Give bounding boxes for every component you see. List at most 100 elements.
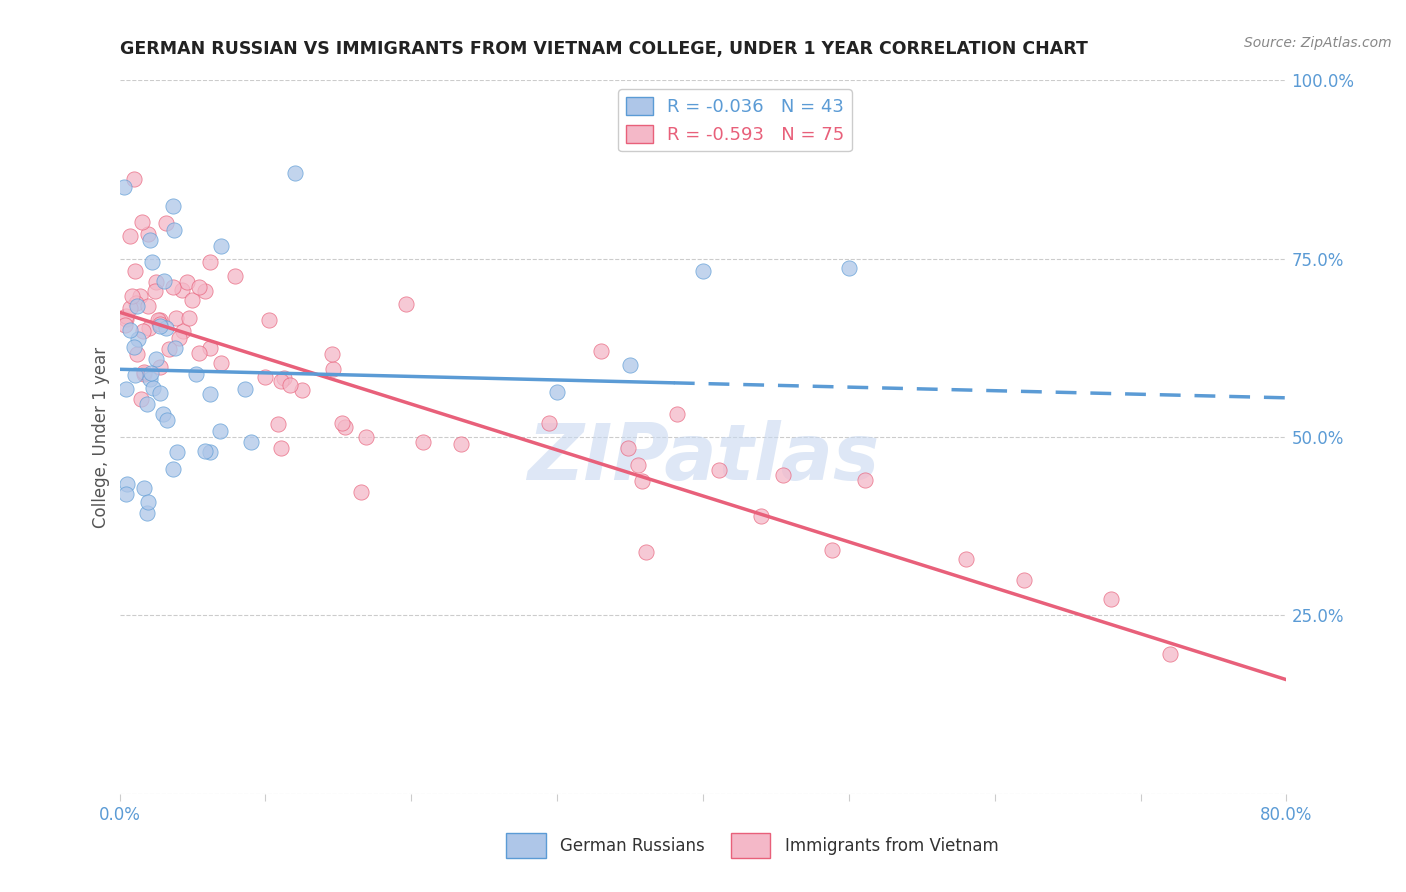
- Point: [129, 392, 152, 407]
- Point: [145, 351, 167, 366]
- Point: [253, 370, 276, 384]
- Point: [589, 344, 612, 359]
- Point: [853, 474, 876, 488]
- Point: [145, 276, 167, 290]
- Point: [141, 255, 163, 269]
- Point: [135, 507, 157, 521]
- Point: [138, 320, 160, 334]
- Point: [136, 396, 159, 410]
- Point: [619, 358, 641, 372]
- Point: [115, 476, 138, 491]
- Point: [142, 381, 165, 395]
- Point: [211, 356, 233, 370]
- Point: [546, 384, 568, 399]
- Point: [270, 374, 292, 388]
- Point: [165, 311, 187, 326]
- Point: [188, 279, 211, 293]
- Point: [1099, 591, 1122, 606]
- Point: [120, 229, 142, 244]
- Point: [157, 342, 180, 356]
- Point: [181, 293, 204, 307]
- Point: [291, 383, 314, 397]
- Point: [627, 458, 650, 472]
- Point: [350, 485, 373, 500]
- Point: [152, 407, 174, 421]
- Point: [149, 317, 172, 331]
- Point: [136, 299, 159, 313]
- Point: [617, 442, 640, 456]
- Point: [162, 462, 184, 476]
- Text: ZIPatlas: ZIPatlas: [527, 420, 879, 497]
- Point: [138, 495, 160, 509]
- Text: GERMAN RUSSIAN VS IMMIGRANTS FROM VIETNAM COLLEGE, UNDER 1 YEAR CORRELATION CHAR: GERMAN RUSSIAN VS IMMIGRANTS FROM VIETNA…: [120, 40, 1087, 58]
- Point: [132, 367, 155, 381]
- Point: [838, 261, 860, 276]
- Point: [143, 284, 166, 298]
- Point: [666, 407, 689, 421]
- Point: [634, 545, 657, 559]
- Point: [115, 487, 138, 501]
- Point: [115, 312, 138, 326]
- Point: [321, 346, 343, 360]
- Point: [259, 312, 281, 326]
- Point: [267, 417, 290, 431]
- Point: [131, 214, 153, 228]
- Point: [187, 346, 209, 360]
- Point: [114, 318, 136, 332]
- Point: [1012, 574, 1035, 588]
- Point: [146, 313, 169, 327]
- Point: [330, 417, 353, 431]
- Point: [124, 264, 146, 278]
- Point: [153, 274, 176, 288]
- Point: [198, 341, 221, 355]
- Point: [270, 441, 292, 455]
- Point: [198, 445, 221, 459]
- Point: [198, 255, 221, 269]
- Point: [395, 296, 418, 310]
- Point: [163, 223, 186, 237]
- Point: [125, 296, 148, 310]
- Point: [354, 430, 377, 444]
- Point: [162, 280, 184, 294]
- Point: [149, 359, 172, 374]
- Point: [194, 444, 217, 458]
- Y-axis label: College, Under 1 year: College, Under 1 year: [91, 346, 110, 528]
- Text: German Russians: German Russians: [560, 837, 704, 855]
- Point: [278, 378, 301, 392]
- Point: [139, 372, 162, 386]
- Point: [155, 216, 177, 230]
- Point: [170, 283, 193, 297]
- Point: [177, 310, 200, 325]
- Legend: R = -0.036   N = 43, R = -0.593   N = 75: R = -0.036 N = 43, R = -0.593 N = 75: [619, 89, 852, 152]
- Point: [224, 268, 246, 283]
- Point: [167, 331, 190, 345]
- Point: [127, 347, 149, 361]
- Point: [821, 543, 844, 558]
- Point: [709, 463, 731, 477]
- Point: [156, 413, 179, 427]
- Point: [118, 323, 141, 337]
- Point: [132, 481, 155, 495]
- Point: [240, 435, 263, 450]
- Point: [141, 366, 163, 380]
- Point: [139, 233, 162, 247]
- Point: [283, 166, 307, 180]
- Point: [233, 382, 256, 396]
- Point: [127, 332, 149, 346]
- Point: [132, 365, 155, 379]
- Point: [149, 318, 172, 333]
- Point: [148, 313, 170, 327]
- Point: [322, 361, 344, 376]
- Text: Immigrants from Vietnam: Immigrants from Vietnam: [785, 837, 998, 855]
- Text: Source: ZipAtlas.com: Source: ZipAtlas.com: [1244, 36, 1392, 50]
- Point: [129, 289, 152, 303]
- Point: [114, 309, 136, 323]
- Point: [132, 325, 155, 339]
- Point: [155, 321, 177, 335]
- Point: [208, 424, 231, 438]
- Point: [127, 299, 149, 313]
- Point: [955, 552, 977, 566]
- Point: [273, 371, 295, 385]
- Point: [184, 367, 207, 381]
- Point: [115, 382, 138, 396]
